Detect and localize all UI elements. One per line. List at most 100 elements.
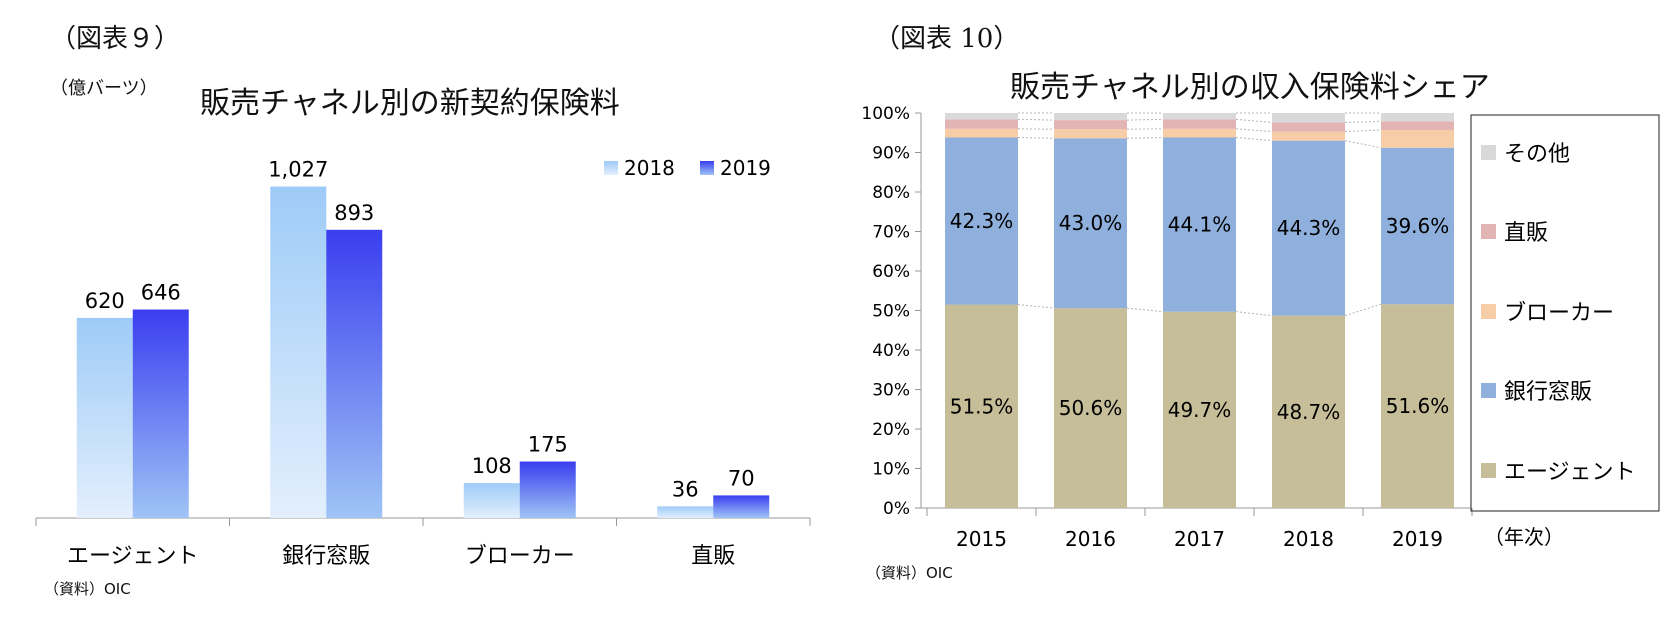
right-segment-エージェント [1054,308,1127,508]
left-bar-value-label: 70 [728,466,755,490]
left-bar-value-label: 620 [85,289,125,313]
left-category-label: 銀行窓販 [282,544,370,569]
right-segment-エージェント [1272,315,1345,508]
right-segment-value-label: 42.3% [950,209,1014,233]
left-bar-value-label: 646 [141,281,181,305]
right-segment-銀行窓販 [1272,140,1345,316]
right-figure-label: （図表 10） [874,24,1020,54]
left-bar-2019 [713,495,770,518]
right-legend-label: その他 [1504,142,1570,167]
right-series-connector [1235,118,1273,123]
right-legend-box [1470,114,1660,512]
left-bar-value-label: 1,027 [268,158,328,182]
right-series-connector [1126,136,1164,139]
right-legend-label: 直販 [1504,221,1548,246]
right-x-category-label: 2015 [956,527,1007,551]
right-segment-直販 [945,119,1018,129]
right-segment-直販 [1381,121,1454,130]
right-segment-銀行窓販 [1163,137,1236,312]
right-y-tick-label: 30% [872,381,910,401]
right-series-connector [1344,129,1382,133]
right-segment-ブローカー [1272,131,1345,141]
right-x-category-label: 2018 [1283,527,1334,551]
right-y-tick-label: 50% [872,302,910,322]
right-segment-value-label: 51.6% [1386,394,1450,418]
right-legend-swatch-直販 [1481,224,1496,239]
left-category-label: 直販 [691,544,735,569]
right-y-tick-label: 40% [872,341,910,361]
right-y-tick-label: 0% [883,499,910,519]
right-segment-ブローカー [1054,129,1127,139]
right-series-connector [1344,303,1382,317]
left-bar-value-label: 175 [528,433,568,457]
right-segment-銀行窓販 [1054,138,1127,309]
left-legend-swatch-2019 [700,161,714,175]
left-category-label: エージェント [67,544,199,569]
right-y-tick-label: 70% [872,223,910,243]
right-legend-label: エージェント [1504,460,1636,485]
right-series-connector [1017,136,1055,139]
left-bar-2019 [132,309,189,518]
right-y-tick-label: 100% [861,104,910,124]
right-segment-銀行窓販 [1381,147,1454,305]
right-segment-その他 [1272,113,1345,123]
right-segment-ブローカー [945,128,1018,138]
right-segment-value-label: 43.0% [1059,211,1123,235]
left-legend-label: 2018 [624,156,675,180]
right-y-tick-label: 80% [872,183,910,203]
left-category-label: ブローカー [465,544,575,569]
right-segment-その他 [945,113,1018,120]
right-series-connector [1017,118,1055,121]
right-segment-value-label: 49.7% [1168,398,1232,422]
right-segment-エージェント [1163,311,1236,508]
right-y-tick-label: 60% [872,262,910,282]
right-segment-ブローカー [1381,129,1454,148]
left-bar-2018 [657,506,714,518]
right-series-connector [1017,304,1055,309]
right-x-category-label: 2019 [1392,527,1443,551]
right-segment-value-label: 44.3% [1277,216,1341,240]
right-legend-swatch-ブローカー [1481,304,1496,319]
left-figure-label: （図表９） [50,24,181,54]
right-segment-ブローカー [1163,128,1236,138]
right-segment-value-label: 50.6% [1059,396,1123,420]
left-bar-value-label: 893 [334,201,374,225]
right-legend-swatch-銀行窓販 [1481,383,1496,398]
right-x-category-label: 2017 [1174,527,1225,551]
right-chart-title: 販売チャネル別の収入保険料シェア [1010,70,1490,105]
left-bar-value-label: 36 [672,477,699,501]
right-y-tick-label: 10% [872,460,910,480]
left-legend-label: 2019 [720,156,771,180]
right-segment-その他 [1163,113,1236,120]
right-x-category-label: 2016 [1065,527,1116,551]
right-segment-value-label: 39.6% [1386,214,1450,238]
left-unit-label: （億バーツ） [50,78,158,99]
right-segment-その他 [1381,113,1454,122]
right-y-tick-label: 20% [872,420,910,440]
right-y-tick-label: 90% [872,144,910,164]
right-segment-エージェント [945,304,1018,508]
right-segment-直販 [1272,122,1345,132]
right-x-unit-label: （年次） [1484,525,1564,549]
right-legend-swatch-その他 [1481,145,1496,160]
right-series-connector [1126,307,1164,313]
right-series-connector [1344,140,1382,149]
right-segment-直販 [1054,120,1127,130]
right-series-connector [1344,120,1382,123]
right-source-note: （資料）OIC [866,564,953,582]
right-legend-label: ブローカー [1504,301,1614,326]
left-chart-title: 販売チャネル別の新契約保険料 [200,86,620,121]
right-series-connector [1126,118,1164,121]
right-segment-その他 [1054,113,1127,121]
left-bar-value-label: 108 [472,454,512,478]
right-legend-label: 銀行窓販 [1504,380,1592,405]
left-bar-2018 [463,483,520,518]
right-segment-value-label: 51.5% [950,394,1014,418]
right-segment-value-label: 44.1% [1168,213,1232,237]
right-segment-銀行窓販 [945,137,1018,305]
right-series-connector [1235,311,1273,317]
left-bar-2018 [270,186,327,519]
left-source-note: （資料）OIC [44,580,131,598]
right-legend-swatch-エージェント [1481,463,1496,478]
